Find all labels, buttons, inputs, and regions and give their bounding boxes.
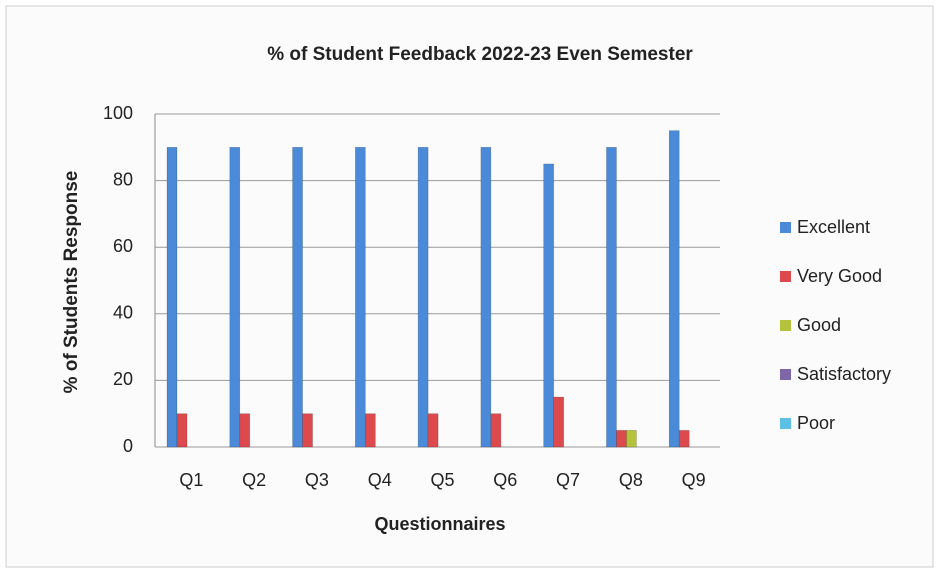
legend-swatch	[780, 418, 791, 429]
bar	[490, 413, 502, 448]
x-axis-label: Questionnaires	[374, 514, 505, 534]
y-tick-label: 80	[113, 169, 133, 189]
bar	[626, 430, 637, 448]
y-tick-label: 40	[113, 303, 133, 323]
legend-swatch	[780, 369, 791, 380]
y-tick-label: 0	[123, 436, 133, 456]
x-tick-label: Q5	[430, 470, 454, 490]
y-tick-label: 20	[113, 369, 133, 389]
y-axis-label: % of Students Response	[61, 171, 82, 394]
bar	[355, 147, 366, 448]
bar	[678, 430, 690, 448]
legend-swatch	[780, 271, 791, 282]
x-tick-label: Q1	[179, 470, 203, 490]
bar	[176, 413, 188, 448]
legend-label: Satisfactory	[797, 364, 891, 384]
legend-swatch	[780, 222, 791, 233]
bar	[553, 396, 564, 448]
x-tick-label: Q7	[556, 470, 580, 490]
bar	[302, 413, 313, 448]
bar	[616, 430, 627, 448]
x-tick-label: Q2	[242, 470, 266, 490]
bar	[365, 413, 376, 448]
legend-label: Good	[797, 315, 841, 335]
bar	[417, 147, 429, 448]
bar	[480, 147, 492, 448]
x-tick-label: Q4	[368, 470, 392, 490]
legend-label: Excellent	[797, 217, 870, 237]
x-tick-label: Q9	[682, 470, 706, 490]
y-tick-label: 60	[113, 236, 133, 256]
legend-label: Very Good	[797, 266, 882, 286]
bar	[239, 413, 251, 448]
y-tick-label: 100	[103, 103, 133, 123]
x-tick-label: Q6	[493, 470, 517, 490]
x-tick-label: Q8	[619, 470, 643, 490]
bar	[668, 130, 680, 448]
legend-swatch	[780, 320, 791, 331]
bar	[292, 147, 303, 448]
x-tick-label: Q3	[305, 470, 329, 490]
bar	[427, 413, 439, 448]
chart-title: % of Student Feedback 2022-23 Even Semes…	[267, 44, 693, 65]
bar	[606, 147, 617, 448]
chart-frame	[5, 5, 934, 568]
legend-label: Poor	[797, 413, 835, 433]
bar	[166, 147, 178, 448]
bar	[543, 163, 554, 448]
bar	[229, 147, 241, 448]
